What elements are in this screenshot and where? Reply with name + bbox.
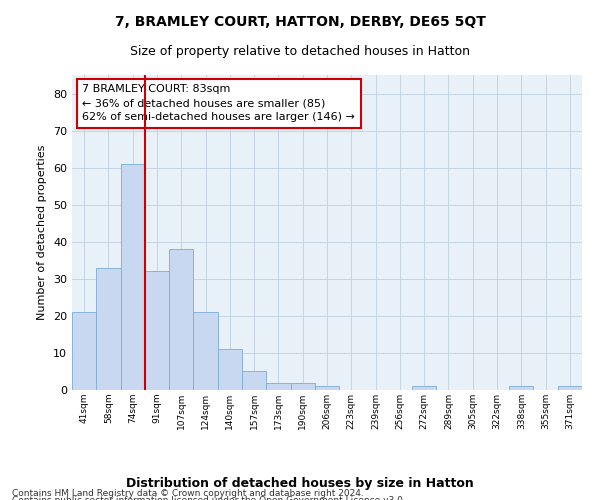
- Text: 7 BRAMLEY COURT: 83sqm
← 36% of detached houses are smaller (85)
62% of semi-det: 7 BRAMLEY COURT: 83sqm ← 36% of detached…: [82, 84, 355, 122]
- Text: Contains HM Land Registry data © Crown copyright and database right 2024.: Contains HM Land Registry data © Crown c…: [12, 489, 364, 498]
- Bar: [121, 164, 145, 390]
- Bar: [169, 249, 193, 390]
- Y-axis label: Number of detached properties: Number of detached properties: [37, 145, 47, 320]
- Bar: [290, 382, 315, 390]
- Bar: [315, 386, 339, 390]
- Bar: [242, 372, 266, 390]
- Text: Size of property relative to detached houses in Hatton: Size of property relative to detached ho…: [130, 45, 470, 58]
- Bar: [218, 349, 242, 390]
- Text: Contains public sector information licensed under the Open Government Licence v3: Contains public sector information licen…: [12, 496, 406, 500]
- Bar: [193, 312, 218, 390]
- Bar: [509, 386, 533, 390]
- Text: 7, BRAMLEY COURT, HATTON, DERBY, DE65 5QT: 7, BRAMLEY COURT, HATTON, DERBY, DE65 5Q…: [115, 15, 485, 29]
- Bar: [266, 382, 290, 390]
- Bar: [558, 386, 582, 390]
- Bar: [96, 268, 121, 390]
- Bar: [412, 386, 436, 390]
- Text: Distribution of detached houses by size in Hatton: Distribution of detached houses by size …: [126, 478, 474, 490]
- Bar: [72, 312, 96, 390]
- Bar: [145, 272, 169, 390]
